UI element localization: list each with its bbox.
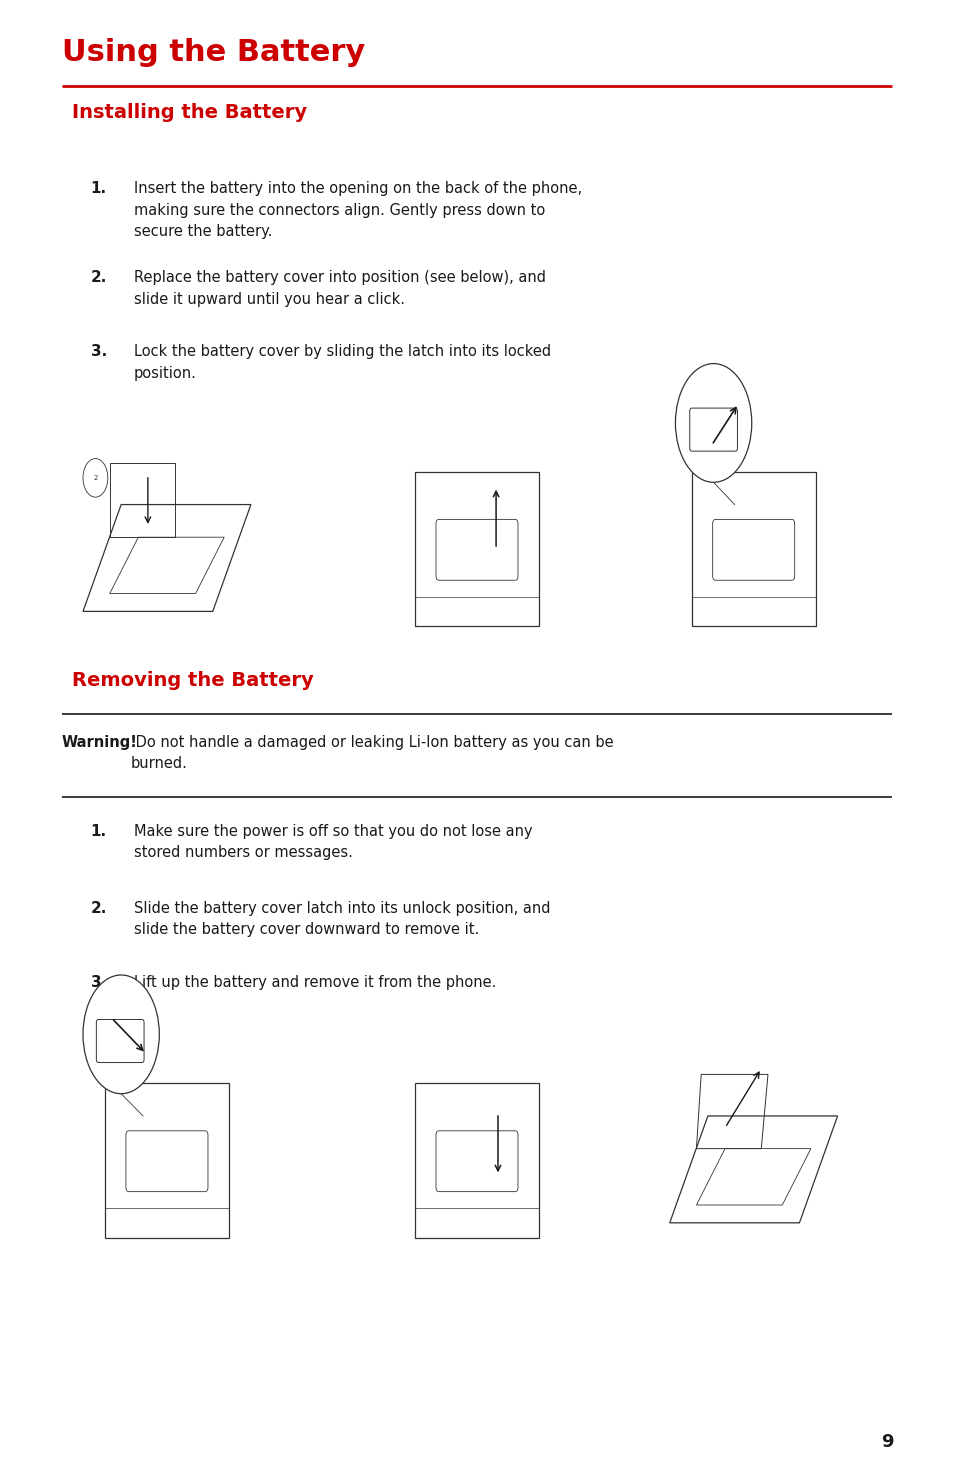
Text: 1.: 1.: [91, 181, 107, 196]
Text: 3.: 3.: [91, 975, 107, 990]
Text: Do not handle a damaged or leaking Li-Ion battery as you can be
burned.: Do not handle a damaged or leaking Li-Io…: [131, 735, 613, 772]
Text: Lift up the battery and remove it from the phone.: Lift up the battery and remove it from t…: [133, 975, 496, 990]
Text: Removing the Battery: Removing the Battery: [71, 671, 313, 690]
Text: Replace the battery cover into position (see below), and
slide it upward until y: Replace the battery cover into position …: [133, 270, 545, 307]
Text: Insert the battery into the opening on the back of the phone,
making sure the co: Insert the battery into the opening on t…: [133, 181, 581, 239]
Text: Warning!: Warning!: [62, 735, 138, 749]
Text: Installing the Battery: Installing the Battery: [71, 102, 306, 122]
Text: Make sure the power is off so that you do not lose any
stored numbers or message: Make sure the power is off so that you d…: [133, 824, 532, 861]
Text: Slide the battery cover latch into its unlock position, and
slide the battery co: Slide the battery cover latch into its u…: [133, 901, 550, 938]
Text: 2.: 2.: [91, 270, 107, 285]
Text: Using the Battery: Using the Battery: [62, 37, 365, 67]
Text: 3.: 3.: [91, 344, 107, 359]
Text: 2.: 2.: [91, 901, 107, 916]
Text: 9: 9: [880, 1434, 893, 1451]
Circle shape: [675, 364, 751, 482]
Circle shape: [83, 975, 159, 1094]
Text: 1.: 1.: [91, 824, 107, 838]
Text: Lock the battery cover by sliding the latch into its locked
position.: Lock the battery cover by sliding the la…: [133, 344, 550, 381]
Text: 2: 2: [93, 475, 97, 481]
